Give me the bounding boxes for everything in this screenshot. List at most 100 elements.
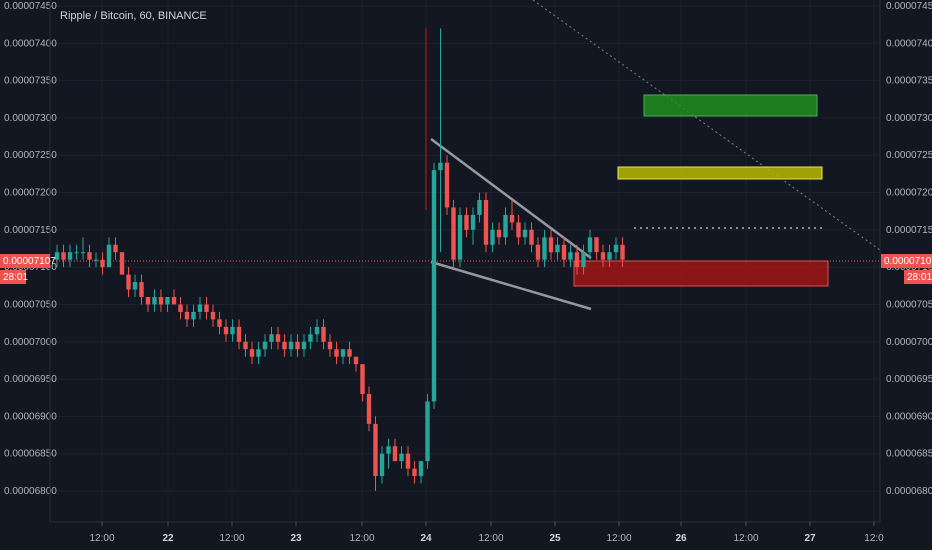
x-tick-label: 27 xyxy=(804,533,816,544)
candle-body xyxy=(587,237,593,253)
candle-body xyxy=(438,162,443,171)
candle-body xyxy=(113,244,118,253)
target-mid-zone[interactable] xyxy=(617,166,823,180)
candle-body xyxy=(178,304,183,312)
candle-body xyxy=(574,252,580,268)
y-tick-label-left: 0.00007450 xyxy=(4,1,57,12)
axes: 0.00007450 0.00007450 0.00007400 0.00007400… xyxy=(4,0,932,544)
candle-body xyxy=(93,259,99,261)
candle-body xyxy=(204,304,209,312)
candle-body xyxy=(74,252,79,254)
candle-body xyxy=(379,453,385,477)
x-tick-label: 12:00 xyxy=(478,533,503,544)
candle-body xyxy=(301,341,307,350)
candle-body xyxy=(399,453,404,462)
y-tick-label-left: 0.00007000 xyxy=(4,337,57,348)
candle-body xyxy=(347,349,352,357)
y-tick-label-right: 0.00007450 xyxy=(886,1,932,12)
candle-body xyxy=(275,334,281,342)
y-tick-label-left: 0.00006800 xyxy=(4,486,57,497)
y-tick-label-left: 0.00007250 xyxy=(4,150,57,161)
candle-body xyxy=(223,326,229,335)
wedge-lower-line[interactable] xyxy=(430,260,592,311)
candle-body xyxy=(282,341,287,350)
x-tick-label: 12:00 xyxy=(733,533,758,544)
y-tick-label-right: 0.00007350 xyxy=(886,76,932,87)
candle-body xyxy=(503,214,508,238)
candle-body xyxy=(288,341,294,350)
candle-body xyxy=(269,334,274,342)
y-tick-label-left: 0.00007150 xyxy=(4,225,57,236)
candle-body xyxy=(457,214,463,260)
candle-body xyxy=(165,297,170,305)
candle-body xyxy=(600,252,606,260)
candle-body xyxy=(145,297,151,305)
x-tick-label: 22 xyxy=(162,533,174,544)
candle-body xyxy=(477,200,482,215)
candle-body xyxy=(236,326,242,342)
candle-body xyxy=(386,446,391,454)
y-tick-label-left: 0.00006850 xyxy=(4,449,57,460)
y-tick-label-right: 0.00006800 xyxy=(886,486,932,497)
candle-body xyxy=(119,252,125,275)
stop-zone[interactable] xyxy=(573,260,829,287)
candle-body xyxy=(373,423,378,477)
price-tag-right-value: 0.00007107 xyxy=(884,256,932,267)
candle-body xyxy=(418,461,424,477)
candle-body xyxy=(171,297,177,305)
x-tick-label: 24 xyxy=(420,533,432,544)
y-tick-label-right: 0.00007400 xyxy=(886,38,932,49)
candle-body xyxy=(490,229,495,245)
candle-body xyxy=(210,311,216,320)
candle-body xyxy=(230,326,235,335)
candle-body xyxy=(262,341,268,350)
candle-body xyxy=(152,297,157,305)
candle-body xyxy=(412,468,417,477)
y-tick-label-left: 0.00007400 xyxy=(4,38,57,49)
candle-body xyxy=(392,446,398,462)
candle-body xyxy=(308,334,313,342)
y-tick-label-left: 0.00007300 xyxy=(4,113,57,124)
y-tick-label-left: 0.00007200 xyxy=(4,188,57,199)
candle-body xyxy=(126,274,131,290)
y-tick-label-right: 0.00007250 xyxy=(886,150,932,161)
candle-body xyxy=(61,252,66,260)
target-high-zone[interactable] xyxy=(643,94,818,117)
candle-body xyxy=(405,453,411,469)
candle-body xyxy=(470,214,476,230)
y-tick-label-right: 0.00007200 xyxy=(886,188,932,199)
x-tick-label: 12:00 xyxy=(89,533,114,544)
diagonal-trend-line[interactable] xyxy=(532,0,881,251)
x-tick-label: 12:00 xyxy=(219,533,244,544)
candle-body xyxy=(464,214,469,230)
candle-body xyxy=(516,222,521,238)
candle-body xyxy=(217,319,222,327)
candle-body xyxy=(353,356,359,365)
countdown-tag-right xyxy=(904,270,932,284)
overlay: 0.00007107 28:01 0.00007107 28:01 xyxy=(0,254,932,284)
y-tick-label-right: 0.00007000 xyxy=(886,337,932,348)
x-tick-label: 23 xyxy=(290,533,302,544)
candle-body xyxy=(444,162,450,208)
candle-body xyxy=(314,326,320,335)
candle-body xyxy=(535,244,541,260)
candle-body xyxy=(548,237,554,253)
candle-body xyxy=(327,341,333,350)
candle-body xyxy=(54,252,60,260)
candle-body xyxy=(184,311,190,320)
x-tick-label: 25 xyxy=(549,533,561,544)
candle-body xyxy=(106,244,112,268)
price-tag-left-value: 0.00007107 xyxy=(3,256,56,267)
candle-body xyxy=(483,200,489,245)
candle-body xyxy=(256,349,261,357)
candle-body xyxy=(496,229,502,238)
y-tick-label-right: 0.00007300 xyxy=(886,113,932,124)
countdown-tag-left xyxy=(0,270,26,284)
candle-body xyxy=(87,252,92,260)
y-tick-label-right: 0.00006850 xyxy=(886,449,932,460)
candle-body xyxy=(594,237,599,253)
candle-body xyxy=(334,349,339,357)
y-tick-label-right: 0.00006950 xyxy=(886,374,932,385)
candle-body xyxy=(431,170,437,402)
